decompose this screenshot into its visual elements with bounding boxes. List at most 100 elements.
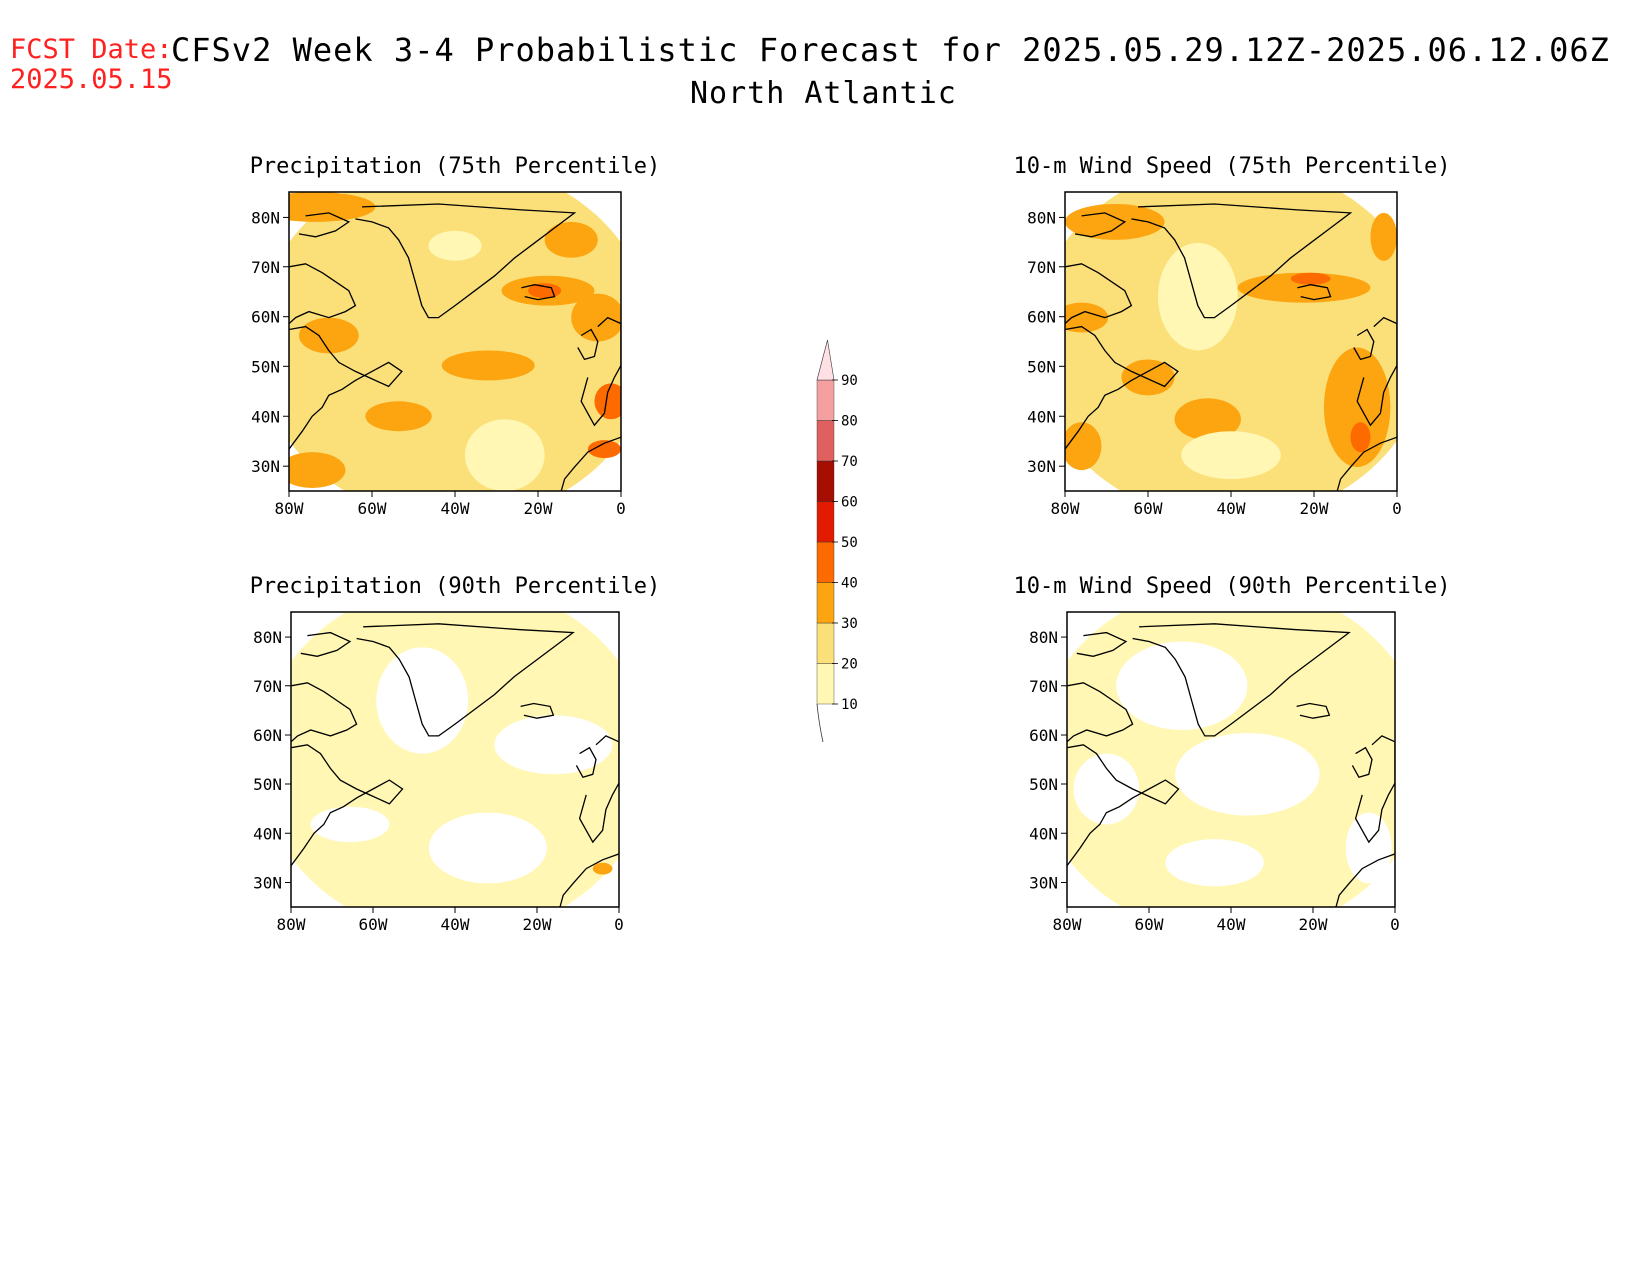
- lon-tick-label: 40W: [1217, 915, 1246, 934]
- colorbar-label: 90: [841, 373, 858, 389]
- coastline: [1297, 284, 1332, 301]
- lon-tick-label: 60W: [1135, 915, 1164, 934]
- lat-tick-label: 80N: [251, 208, 280, 227]
- probability-area: [1323, 347, 1391, 468]
- probability-area: [544, 221, 598, 258]
- panel-title: 10-m Wind Speed (75th Percentile): [1013, 154, 1450, 179]
- coastline: [356, 623, 575, 737]
- lon-tick-label: 60W: [1134, 499, 1163, 518]
- probability-area: [1370, 212, 1397, 261]
- coastline: [355, 203, 577, 319]
- colorbar-segment: [816, 582, 835, 624]
- coastline: [1076, 631, 1128, 657]
- coastline: [1296, 702, 1331, 719]
- lon-tick-label: 60W: [358, 499, 387, 518]
- lat-tick-label: 40N: [1027, 407, 1056, 426]
- probability-area: [428, 230, 482, 261]
- colorbar-label: 70: [841, 454, 858, 470]
- colorbar-bottom-arrow: [816, 703, 824, 743]
- colorbar-label: 60: [841, 495, 858, 511]
- lon-tick-label: 40W: [441, 915, 470, 934]
- colorbar-segment: [816, 501, 835, 543]
- coastline: [1132, 623, 1351, 737]
- probability-area: [441, 350, 535, 381]
- lat-tick-label: 50N: [251, 357, 280, 376]
- coastline: [560, 436, 621, 491]
- colorbar-label: 20: [841, 657, 858, 673]
- coastline: [1353, 328, 1375, 361]
- probability-area: [1175, 732, 1320, 816]
- coastline: [1067, 744, 1180, 867]
- colorbar-segment: [816, 379, 835, 421]
- coastline: [1131, 203, 1353, 319]
- colorbar-segment: [816, 420, 835, 462]
- probability-area: [376, 647, 469, 754]
- probability-area: [464, 419, 545, 491]
- lon-tick-label: 20W: [524, 499, 553, 518]
- probability-area: [528, 283, 562, 299]
- probability-area: [298, 317, 359, 354]
- coastline: [575, 746, 597, 778]
- coastline: [1335, 853, 1395, 907]
- panel-title: 10-m Wind Speed (90th Percentile): [1013, 574, 1450, 599]
- probability-area: [289, 192, 376, 222]
- lon-tick-label: 80W: [275, 499, 304, 518]
- coastline: [577, 328, 599, 361]
- coastline: [520, 702, 555, 719]
- colorbar-label: 50: [841, 535, 858, 551]
- lat-tick-label: 80N: [1027, 208, 1056, 227]
- lat-tick-label: 70N: [1027, 258, 1056, 277]
- lat-tick-label: 70N: [251, 258, 280, 277]
- lon-tick-label: 80W: [277, 915, 306, 934]
- lat-tick-label: 40N: [251, 407, 280, 426]
- coastline: [291, 682, 358, 743]
- probability-field: [1065, 192, 1397, 491]
- probability-area: [1174, 398, 1241, 441]
- lon-tick-label: 0: [1390, 915, 1400, 934]
- coastline: [559, 853, 619, 907]
- probability-area: [494, 715, 613, 775]
- coastline: [289, 263, 357, 325]
- probability-area: [594, 383, 621, 420]
- coastlines: [1065, 203, 1397, 491]
- lat-tick-label: 40N: [1029, 824, 1058, 843]
- coastline: [1065, 325, 1179, 450]
- lat-tick-label: 30N: [1029, 874, 1058, 893]
- colorbar-top-arrow: [816, 339, 835, 381]
- lat-tick-label: 70N: [253, 677, 282, 696]
- coastline: [300, 631, 352, 657]
- lon-tick-label: 0: [616, 499, 626, 518]
- colorbar-segment: [816, 460, 835, 502]
- map-panel-3: Precipitation (90th Percentile) 80N 70N 60N…: [250, 574, 661, 934]
- colorbar-label: 40: [841, 576, 858, 592]
- probability-area: [1121, 359, 1175, 396]
- coastlines: [289, 203, 621, 491]
- region-title: North Atlantic: [690, 76, 957, 111]
- probability-area: [1165, 839, 1264, 887]
- probability-area: [1290, 272, 1331, 285]
- probability-area: [1065, 422, 1102, 471]
- lat-tick-label: 30N: [251, 457, 280, 476]
- lon-tick-label: 80W: [1053, 915, 1082, 934]
- coastline: [1065, 263, 1133, 325]
- lat-tick-label: 40N: [253, 824, 282, 843]
- lon-tick-label: 40W: [1217, 499, 1246, 518]
- lat-tick-label: 80N: [1029, 628, 1058, 647]
- page-title: CFSv2 Week 3-4 Probabilistic Forecast fo…: [171, 31, 1610, 69]
- coastline: [1351, 746, 1373, 778]
- panel-title: Precipitation (90th Percentile): [250, 574, 661, 599]
- lat-tick-label: 80N: [253, 628, 282, 647]
- lon-tick-label: 60W: [359, 915, 388, 934]
- probability-area: [1116, 641, 1248, 730]
- coastline: [1354, 735, 1395, 844]
- lat-tick-label: 30N: [253, 874, 282, 893]
- probability-area: [1073, 753, 1140, 825]
- colorbar-segment: [816, 622, 835, 664]
- probability-area: [1181, 431, 1281, 480]
- panel-title: Precipitation (75th Percentile): [250, 154, 661, 179]
- probability-area: [1157, 242, 1238, 351]
- lat-tick-label: 60N: [1027, 308, 1056, 327]
- lat-tick-label: 60N: [253, 726, 282, 745]
- fcst-date-label: FCST Date:: [10, 34, 173, 65]
